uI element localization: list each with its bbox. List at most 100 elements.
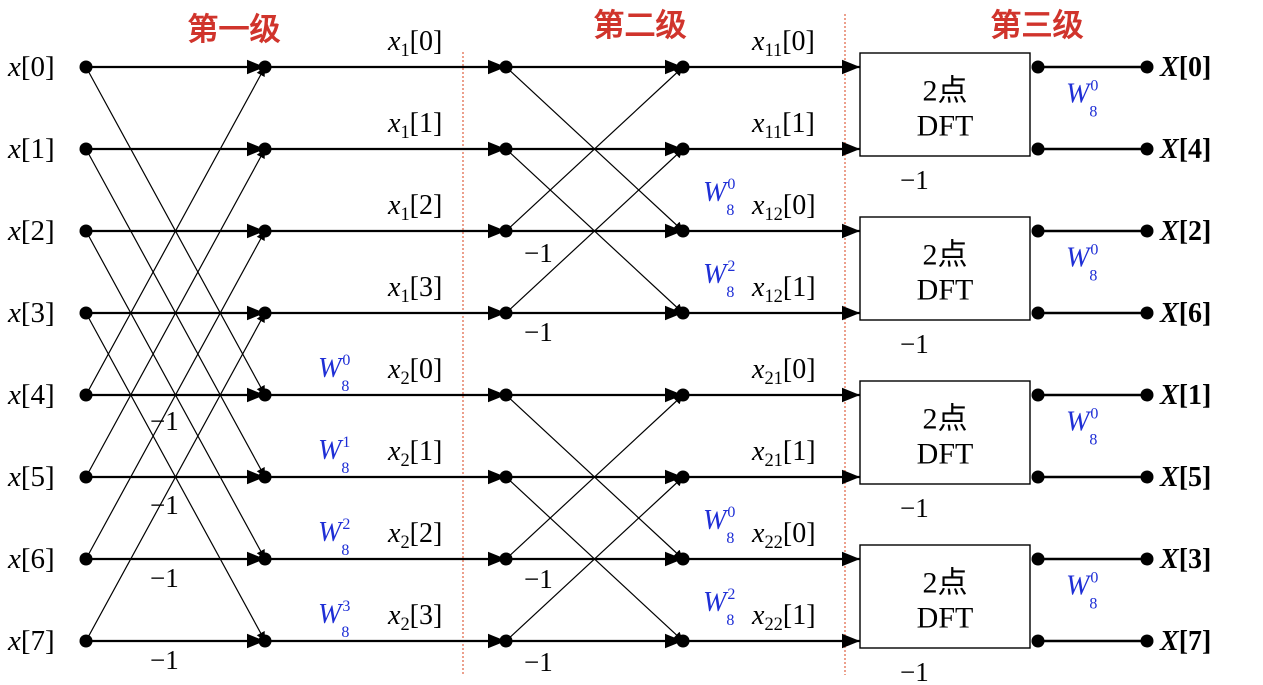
- dft-block-title: 2点: [923, 239, 968, 272]
- output-label: X[1]: [1159, 380, 1211, 411]
- dft-output-node: [1031, 60, 1045, 74]
- stage2-neg-one: −1: [524, 564, 553, 594]
- signal-node: [499, 388, 513, 402]
- stage1-twiddle-label: W1 8: [318, 434, 350, 477]
- stage2-output-label: x12[1]: [751, 272, 816, 306]
- stage1-cross-wire: [85, 66, 266, 396]
- signal-node: [79, 142, 93, 156]
- dft-block-title: 2点: [923, 403, 968, 436]
- output-node: [1140, 306, 1154, 320]
- output-label: X[2]: [1159, 216, 1211, 247]
- stage2-cross-wire: [505, 148, 684, 314]
- output-node: [1140, 60, 1154, 74]
- stage2-neg-one: −1: [524, 317, 553, 347]
- signal-node: [499, 306, 513, 320]
- output-node: [1140, 388, 1154, 402]
- signal-node: [499, 634, 513, 648]
- signal-node: [258, 306, 272, 320]
- signal-node: [499, 142, 513, 156]
- dft-block-title: 2点: [923, 75, 968, 108]
- signal-node: [499, 470, 513, 484]
- signal-node: [258, 552, 272, 566]
- input-labels: x[0] x[1] x[2] x[3] x[4] x[5] x[6] x[7]: [7, 51, 55, 657]
- output-label: X[4]: [1159, 134, 1211, 165]
- stage1-twiddle-label: W0 8: [318, 352, 350, 395]
- stage3-neg-one: −1: [900, 165, 929, 195]
- stage3-twiddle-label: W0 8: [1066, 406, 1098, 449]
- stage-title-3: 第三级: [991, 8, 1084, 44]
- stage1-output-label: x1[2]: [387, 190, 442, 224]
- input-label: x[6]: [7, 543, 55, 575]
- stage2-neg-one: −1: [524, 647, 553, 677]
- output-label: X[3]: [1159, 544, 1211, 575]
- output-label: X[7]: [1159, 626, 1211, 657]
- stage1-cross-wire: [85, 230, 266, 560]
- output-node: [1140, 224, 1154, 238]
- signal-node: [676, 60, 690, 74]
- stage2-output-label: x11[1]: [751, 108, 815, 142]
- stage2-output-label: x21[0]: [751, 354, 816, 388]
- output-node: [1140, 552, 1154, 566]
- stage1-output-label: x1[1]: [387, 108, 442, 142]
- dft-block: [859, 544, 1031, 649]
- signal-node: [79, 634, 93, 648]
- stage2-cross-wire: [505, 66, 684, 232]
- stage2-output-labels: x11[0] x11[1] x12[0] x12[1] x21[0] x21[1] x22[…: [751, 26, 816, 634]
- signal-node: [258, 634, 272, 648]
- signal-node: [258, 142, 272, 156]
- input-label: x[2]: [7, 215, 55, 247]
- dft-block: [859, 52, 1031, 157]
- dft-output-node: [1031, 306, 1045, 320]
- stage3-neg-one: −1: [900, 657, 929, 685]
- output-node: [1140, 470, 1154, 484]
- signal-node: [258, 60, 272, 74]
- stage1-neg-one: −1: [150, 406, 179, 436]
- stage3-twiddle-label: W0 8: [1066, 78, 1098, 121]
- dft-output-node: [1031, 552, 1045, 566]
- stage1-twiddles: W0 8 W1 8 W2 8 W3 8: [318, 352, 350, 641]
- stage1-neg-one: −1: [150, 490, 179, 520]
- stage1-output-labels: x1[0] x1[1] x1[2] x1[3] x2[0] x2[1] x2[2] x2[3]: [387, 26, 442, 634]
- output-label: X[6]: [1159, 298, 1211, 329]
- signal-node: [79, 470, 93, 484]
- stage1-cross-wire: [85, 148, 266, 478]
- signal-node: [499, 224, 513, 238]
- stage2-twiddle-label: W2 8: [703, 586, 735, 629]
- input-label: x[1]: [7, 133, 55, 165]
- stage3-twiddle-label: W0 8: [1066, 570, 1098, 613]
- stage1-neg-labels: −1 −1 −1 −1: [150, 406, 179, 675]
- stage1-output-label: x1[0]: [387, 26, 442, 60]
- dft-block: [859, 380, 1031, 485]
- input-label: x[7]: [7, 625, 55, 657]
- signal-node: [79, 388, 93, 402]
- stage1-cross-wire: [85, 312, 266, 642]
- stage1-neg-one: −1: [150, 563, 179, 593]
- dft-output-node: [1031, 388, 1045, 402]
- dft-block: [859, 216, 1031, 321]
- stage1-output-label: x2[0]: [387, 354, 442, 388]
- signal-node: [676, 306, 690, 320]
- output-label: X[0]: [1159, 52, 1211, 83]
- stage1-twiddle-label: W2 8: [318, 516, 350, 559]
- signal-node: [676, 388, 690, 402]
- butterfly-wires: [85, 59, 1147, 649]
- signal-node: [79, 60, 93, 74]
- stage3-neg-one: −1: [900, 329, 929, 359]
- signal-nodes: [79, 60, 1154, 648]
- stage2-twiddle-label: W0 8: [703, 176, 735, 219]
- dft-output-node: [1031, 224, 1045, 238]
- stage2-neg-labels: −1 −1 −1 −1: [524, 238, 553, 677]
- signal-node: [676, 552, 690, 566]
- stage-title-2: 第二级: [594, 8, 687, 44]
- stage1-output-label: x2[2]: [387, 518, 442, 552]
- signal-node: [79, 224, 93, 238]
- input-label: x[3]: [7, 297, 55, 329]
- dft-block-subtitle: DFT: [917, 602, 974, 635]
- stage3-twiddle-label: W0 8: [1066, 242, 1098, 285]
- dft-output-node: [1031, 634, 1045, 648]
- signal-node: [499, 60, 513, 74]
- input-label: x[4]: [7, 379, 55, 411]
- stage1-output-label: x2[3]: [387, 600, 442, 634]
